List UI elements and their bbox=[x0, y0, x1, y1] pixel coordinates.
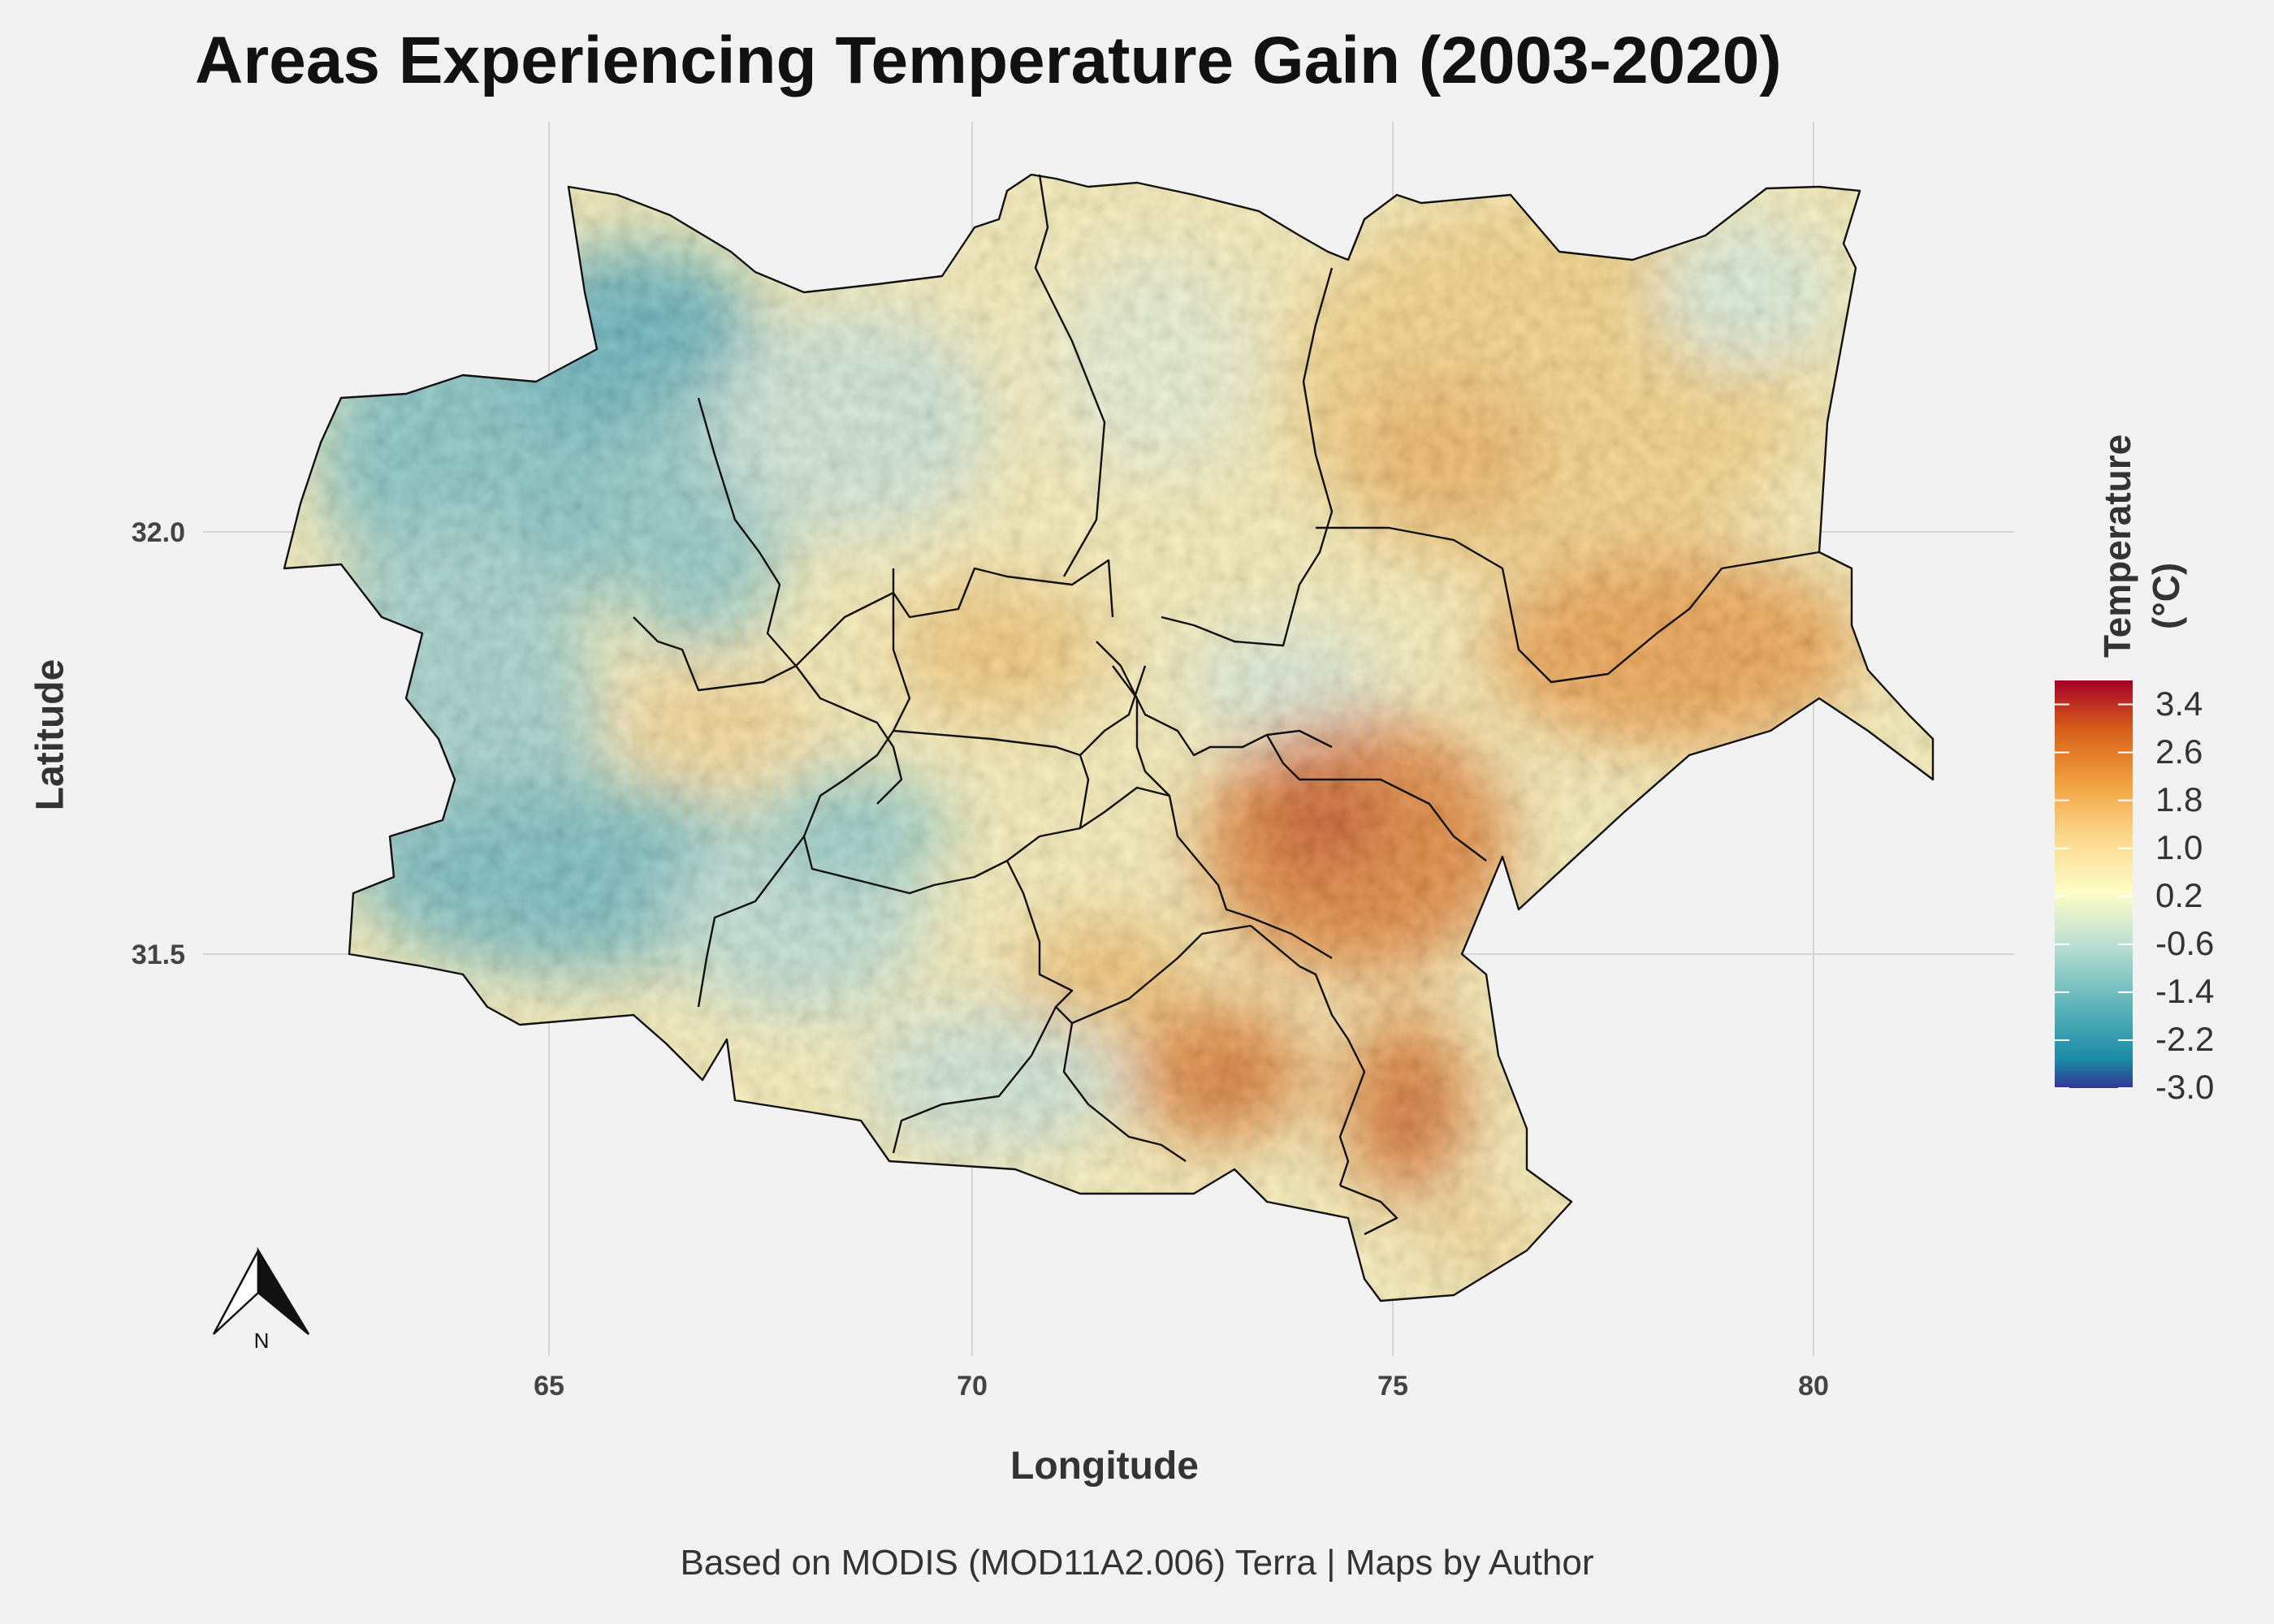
caption: Based on MODIS (MOD11A2.006) Terra | Map… bbox=[680, 1543, 1594, 1583]
north-arrow: N bbox=[212, 1246, 310, 1353]
x-tick-label: 80 bbox=[1798, 1371, 1829, 1402]
legend-value-label: -0.6 bbox=[2155, 923, 2215, 962]
x-tick-label: 75 bbox=[1377, 1371, 1408, 1402]
district-boundaries bbox=[283, 173, 1935, 1302]
legend-value-label: 2.6 bbox=[2155, 732, 2203, 771]
north-arrow-label: N bbox=[254, 1328, 270, 1353]
x-axis-label: Longitude bbox=[1010, 1445, 1199, 1488]
legend-title-line: (°C) bbox=[2145, 562, 2187, 629]
y-axis-label: Latitude bbox=[28, 659, 72, 811]
legend-value-label: 3.4 bbox=[2155, 684, 2203, 723]
x-tick-label: 70 bbox=[957, 1371, 988, 1402]
y-tick-label: 32.0 bbox=[132, 517, 185, 548]
legend-value-label: 1.0 bbox=[2155, 827, 2203, 866]
legend-title: Temperature (°C) bbox=[2087, 434, 2250, 666]
x-tick-label: 65 bbox=[534, 1371, 564, 1402]
y-tick-label: 31.5 bbox=[132, 939, 185, 970]
legend-value-label: 0.2 bbox=[2155, 875, 2203, 914]
chart-title: Areas Experiencing Temperature Gain (200… bbox=[195, 24, 1782, 97]
legend-title-line: Temperature bbox=[2096, 434, 2138, 658]
legend-value-label: -1.4 bbox=[2155, 971, 2215, 1010]
legend-value-label: -2.2 bbox=[2155, 1019, 2215, 1058]
legend-colorbar bbox=[2055, 680, 2133, 1089]
legend-value-label: 1.8 bbox=[2155, 780, 2203, 818]
temperature-raster bbox=[284, 175, 1933, 1301]
legend-value-label: -3.0 bbox=[2155, 1068, 2215, 1106]
